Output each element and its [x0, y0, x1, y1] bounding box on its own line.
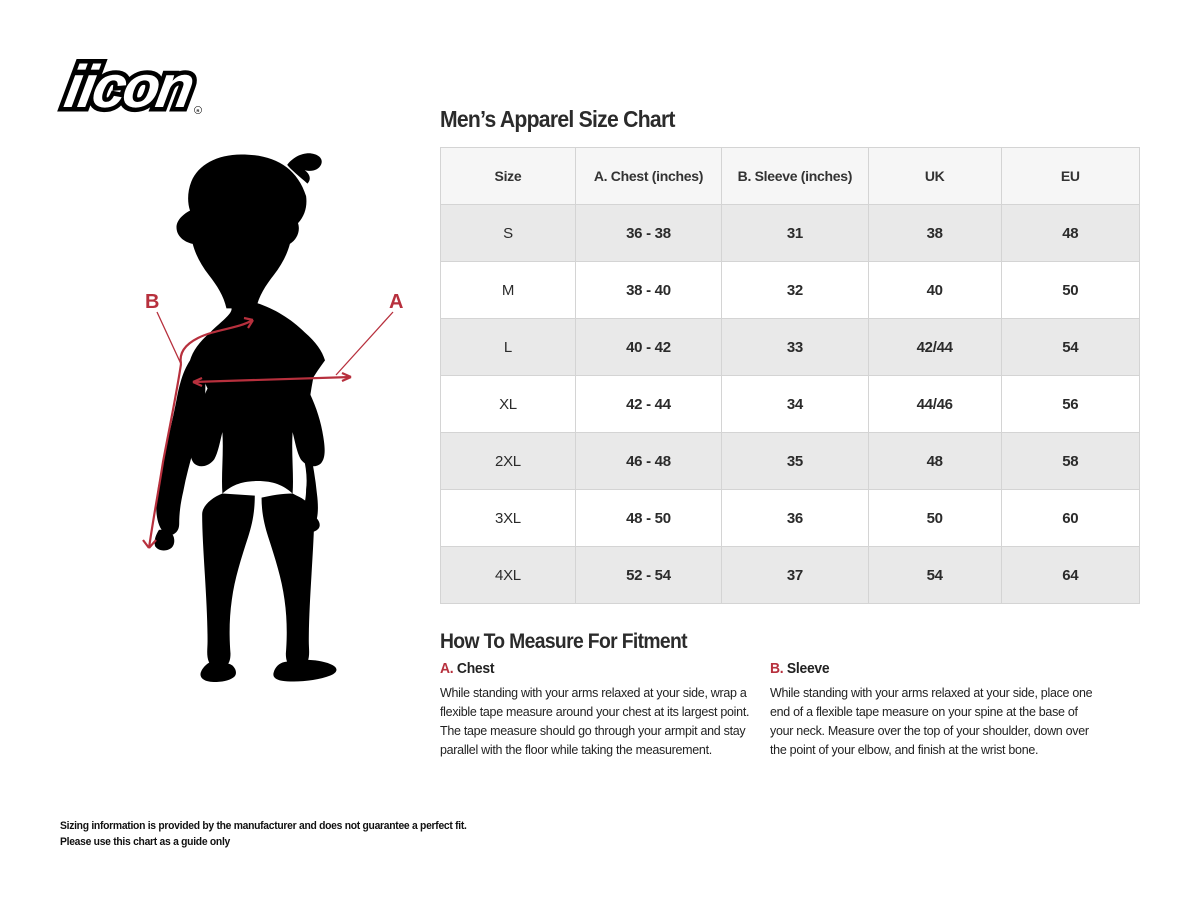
svg-text:A: A	[389, 291, 403, 313]
svg-text:B: B	[145, 291, 159, 313]
svg-text:R: R	[197, 108, 200, 113]
